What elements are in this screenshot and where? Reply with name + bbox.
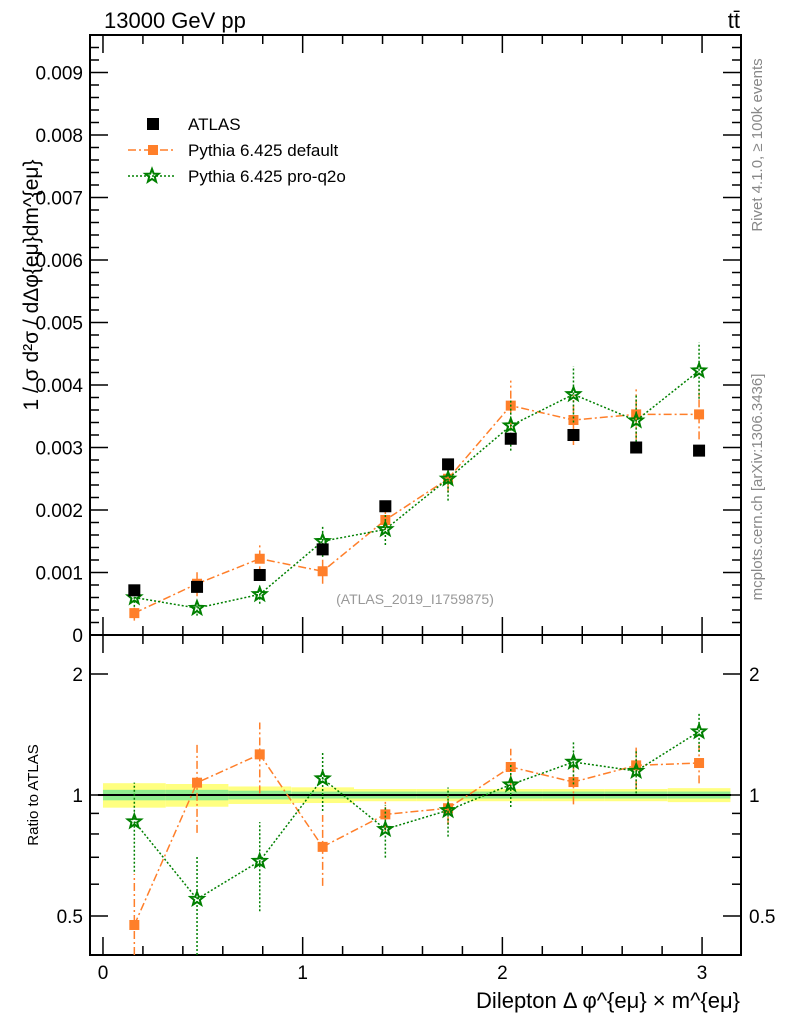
mc-point — [317, 841, 328, 852]
ratio-y-axis-label: Ratio to ATLAS — [25, 744, 42, 845]
star-marker — [187, 598, 207, 617]
series-line — [133, 753, 700, 926]
series-pythia-6-425-pro-q2o — [125, 342, 709, 617]
mc-point — [568, 415, 579, 425]
mc-point — [129, 608, 140, 619]
data-point — [504, 432, 517, 445]
data-point — [128, 584, 141, 597]
process-label: tt̄ — [728, 8, 740, 33]
star-marker — [501, 415, 521, 434]
ratio-series-pythia-6-425-pro-q2o — [124, 713, 709, 955]
data-point — [630, 441, 643, 454]
y-tick-label: 0.004 — [35, 376, 83, 397]
data-point — [379, 500, 392, 513]
star-marker — [689, 721, 709, 740]
ratio-y-tick-label-right: 2 — [749, 665, 760, 686]
star-marker — [501, 774, 521, 793]
mc-point — [380, 809, 391, 820]
y-tick-label: 0.009 — [35, 64, 83, 85]
legend-marker — [147, 118, 159, 130]
mc-point — [694, 758, 705, 769]
ratio-panel: 0.5 0.5 1 1 2 2 0 1 2 3 — [57, 634, 775, 984]
mc-point — [129, 919, 140, 930]
watermark: (ATLAS_2019_I1759875) — [336, 591, 494, 607]
chart-title: 13000 GeV pp — [104, 8, 246, 33]
series-line — [134, 404, 700, 614]
y-tick-label: 0 — [72, 626, 83, 647]
y-tick-label: 0.008 — [35, 126, 83, 147]
star-marker — [689, 360, 709, 379]
star-marker — [250, 851, 270, 870]
ratio-series-pythia-6-425-default — [129, 722, 705, 955]
legend-star-marker — [142, 166, 162, 185]
data-point — [567, 429, 580, 441]
mc-point — [694, 409, 705, 420]
legend-label: Pythia 6.425 default — [188, 141, 339, 160]
star-marker — [375, 519, 395, 538]
y-tick-label: 0.002 — [35, 501, 83, 522]
main-y-axis-label: 1 / σ d²σ / dΔφ{eμ}dm^{eμ} — [20, 159, 43, 410]
star-marker — [438, 468, 458, 487]
data-point — [442, 458, 455, 471]
data-point — [191, 580, 204, 593]
side-label-mcplots: mcplots.cern.ch [arXiv:1306.3436] — [749, 374, 766, 601]
data-point — [253, 569, 266, 581]
star-marker — [313, 768, 333, 787]
mc-point — [505, 761, 516, 772]
x-axis-label: Dilepton Δ φ^{eμ} × m^{eμ} — [476, 988, 740, 1013]
mc-point — [254, 749, 265, 760]
ratio-y-tick-label: 2 — [72, 665, 83, 686]
x-tick-label: 2 — [497, 963, 508, 984]
ratio-y-tick-label-right: 1 — [749, 786, 760, 807]
series-line — [134, 370, 700, 609]
star-marker — [626, 761, 646, 780]
mc-point — [254, 553, 265, 564]
y-tick-label: 0.005 — [35, 314, 83, 335]
mc-point — [568, 777, 579, 788]
side-label-rivet: Rivet 4.1.0, ≥ 100k events — [749, 58, 766, 231]
star-marker — [375, 819, 395, 838]
mc-point — [192, 777, 203, 788]
series-atlas — [128, 429, 706, 597]
legend-marker — [148, 145, 158, 155]
star-marker — [564, 384, 583, 403]
main-panel: 0 0.001 0.002 0.003 0.004 0.005 0.006 0.007 0.00… — [35, 34, 742, 647]
star-marker — [438, 800, 458, 819]
ratio-y-tick-label: 1 — [72, 786, 83, 807]
ratio-y-tick-label-right: 0.5 — [749, 907, 775, 928]
legend-label: Pythia 6.425 pro-q2o — [188, 167, 346, 186]
series-pythia-6-425-default — [129, 380, 705, 621]
star-marker — [124, 811, 144, 830]
x-tick-label: 1 — [297, 963, 308, 984]
y-tick-label: 0.007 — [35, 189, 83, 210]
x-tick-label: 0 — [98, 963, 109, 984]
series-line — [133, 730, 700, 901]
star-marker — [250, 584, 270, 603]
star-marker — [187, 889, 207, 908]
y-tick-label: 0.006 — [35, 251, 83, 272]
x-tick-label: 3 — [697, 963, 708, 984]
legend-label: ATLAS — [188, 115, 241, 134]
legend: ATLAS Pythia 6.425 default Pythia 6.425 pr… — [128, 115, 346, 186]
y-tick-label: 0.003 — [35, 439, 83, 460]
data-point — [316, 543, 329, 556]
ratio-y-tick-label: 0.5 — [57, 907, 83, 928]
star-marker — [564, 752, 583, 771]
y-tick-label: 0.001 — [35, 564, 83, 585]
mc-point — [317, 566, 328, 577]
data-point — [693, 444, 706, 457]
star-marker — [626, 410, 646, 429]
